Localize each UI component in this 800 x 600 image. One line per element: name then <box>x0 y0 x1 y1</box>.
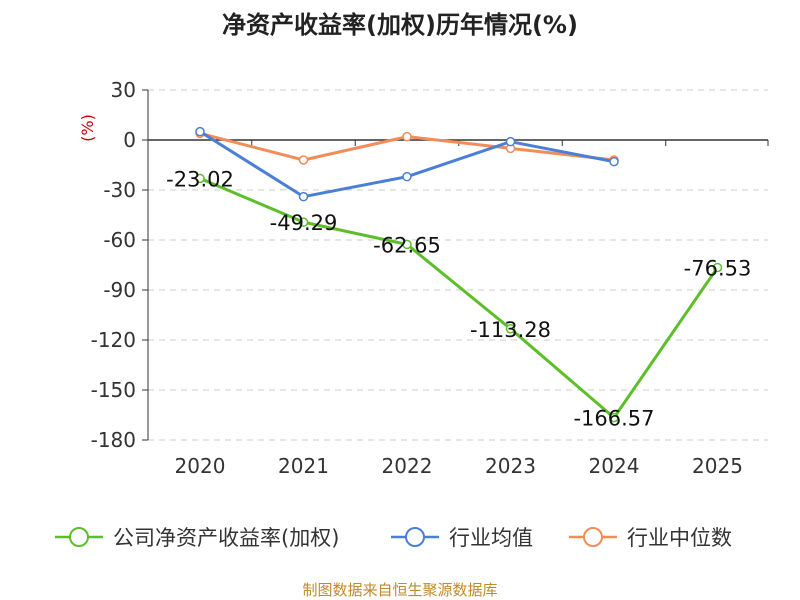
chart-title: 净资产收益率(加权)历年情况(%) <box>222 11 578 39</box>
legend-label: 公司净资产收益率(加权) <box>113 526 339 550</box>
axes: 30 0 -30 -60 -90 -120 -150 -180 2020 2021 2022 2023… <box>91 78 769 478</box>
y-tick-label: -150 <box>91 378 136 402</box>
data-label: -49.29 <box>270 211 338 235</box>
legend-label: 行业中位数 <box>627 526 732 550</box>
legend: 公司净资产收益率(加权) 行业均值 行业中位数 <box>55 526 732 550</box>
data-label: -62.65 <box>373 233 441 257</box>
y-tick-label: -60 <box>103 228 136 252</box>
series-layer <box>195 126 723 423</box>
data-point <box>195 173 205 184</box>
data-labels: -23.02 -49.29 -62.65 -113.28 -166.57 -76.53 <box>166 167 751 430</box>
x-tick-label: 2025 <box>692 454 743 478</box>
y-tick-label: -90 <box>103 278 136 302</box>
data-point <box>609 412 619 423</box>
x-tick-label: 2022 <box>382 454 433 478</box>
x-tick-label: 2023 <box>485 454 536 478</box>
data-point <box>298 155 309 165</box>
data-point <box>402 239 412 250</box>
legend-marker <box>405 527 425 547</box>
y-tick-label: 0 <box>123 128 136 152</box>
data-point <box>505 324 516 334</box>
y-axis-unit-label: (%) <box>78 114 97 142</box>
data-point <box>402 131 412 142</box>
data-label: -113.28 <box>470 318 551 342</box>
data-point <box>298 217 309 227</box>
data-point <box>195 126 205 137</box>
data-point <box>712 262 723 273</box>
data-point <box>298 191 309 202</box>
legend-label: 行业均值 <box>449 526 533 550</box>
legend-marker <box>69 527 89 547</box>
series-line-0 <box>199 176 719 420</box>
data-point <box>505 136 516 147</box>
x-tick-label: 2021 <box>278 454 329 478</box>
gridlines <box>148 89 768 441</box>
data-label: -76.53 <box>684 257 752 281</box>
data-point <box>402 171 412 182</box>
y-tick-label: -30 <box>103 178 136 202</box>
x-tick-label: 2024 <box>589 454 640 478</box>
x-tick-label: 2020 <box>175 454 226 478</box>
legend-marker <box>583 527 603 547</box>
y-tick-label: -120 <box>91 328 136 352</box>
data-label: -166.57 <box>573 407 654 431</box>
y-tick-label: 30 <box>111 78 136 102</box>
source-caption: 制图数据来自恒生聚源数据库 <box>302 581 497 599</box>
data-point <box>609 156 619 167</box>
data-label: -23.02 <box>166 167 234 191</box>
y-tick-label: -180 <box>91 428 136 452</box>
